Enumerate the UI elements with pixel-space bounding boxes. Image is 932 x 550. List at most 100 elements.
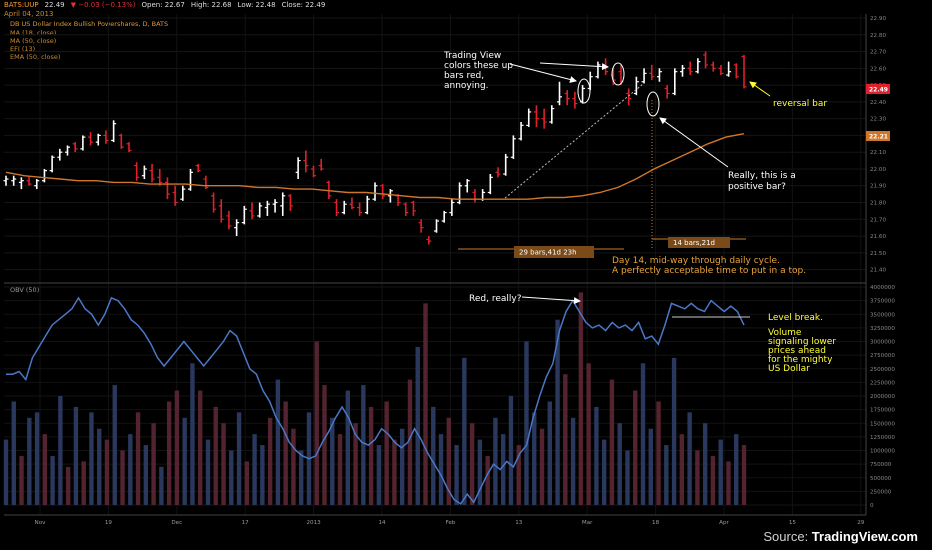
note-red-really: Red, really? <box>469 294 522 304</box>
volume-bar <box>578 292 584 505</box>
volume-bar <box>446 417 451 505</box>
volume-bar <box>617 423 622 505</box>
volume-bar <box>586 363 591 505</box>
volume-tick-label: 1500000 <box>870 421 895 427</box>
marker-ellipse-1 <box>577 78 591 104</box>
volume-bar <box>198 390 203 505</box>
volume-bar <box>718 439 723 505</box>
volume-bar <box>182 417 187 505</box>
volume-bar <box>291 428 296 505</box>
time-tick-label: 14 <box>378 520 386 526</box>
volume-tick-label: 4000000 <box>870 285 895 291</box>
source-credit[interactable]: Source: TradingView.com <box>763 529 918 544</box>
volume-bar <box>65 466 71 505</box>
volume-bar <box>143 445 149 505</box>
volume-bar <box>516 445 521 505</box>
volume-bar <box>687 412 692 505</box>
volume-bar <box>322 385 327 505</box>
time-tick-label: Dec <box>171 520 182 526</box>
volume-bar <box>679 434 685 505</box>
volume-bar <box>726 461 731 505</box>
volume-tick-label: 2250000 <box>870 380 895 386</box>
volume-bar <box>500 434 506 505</box>
note-up-bars-red: Trading View colors these up bars red, a… <box>443 51 516 91</box>
time-tick-label: 29 <box>857 520 865 526</box>
note-positive-bar: Really, this is a positive bar? <box>728 171 799 192</box>
price-tick-label: 22.10 <box>870 150 886 156</box>
volume-bar <box>734 434 739 505</box>
volume-bar <box>431 406 436 505</box>
volume-bar <box>368 406 374 505</box>
volume-bar <box>469 423 475 505</box>
volume-bar <box>190 363 195 505</box>
symbol-label: BATS:UUP <box>4 1 39 9</box>
volume-bar <box>213 406 218 505</box>
volume-bar <box>555 319 560 505</box>
volume-bar <box>361 385 366 505</box>
time-tick-label: Nov <box>35 520 47 526</box>
volume-bar <box>695 450 700 505</box>
note-volume-l3: prices ahead <box>768 346 826 356</box>
note-positive-bar-l2: positive bar? <box>728 182 786 192</box>
time-tick-label: 18 <box>652 520 660 526</box>
volume-bar <box>423 303 428 505</box>
close-value: Close: 22.49 <box>281 1 326 9</box>
note-volume: Volume signaling lower prices ahead for … <box>768 328 839 374</box>
volume-bar <box>376 445 382 505</box>
volume-bar <box>73 406 79 505</box>
volume-bar <box>166 401 172 505</box>
volume-bar <box>671 357 677 505</box>
volume-bar <box>112 385 117 505</box>
volume-bar <box>135 412 141 505</box>
time-tick-label: 15 <box>789 520 797 526</box>
axes <box>4 14 867 516</box>
volume-bar <box>337 434 343 505</box>
volume-tick-label: 750000 <box>870 462 892 468</box>
volume-bars <box>3 292 747 505</box>
price-tick-label: 22.80 <box>870 33 886 39</box>
measure-text-1: 29 bars,41d 23h <box>519 249 577 257</box>
volume-bar <box>392 439 397 505</box>
grid <box>4 14 866 515</box>
date-label: April 04, 2013 <box>4 10 54 18</box>
volume-bar <box>640 363 646 505</box>
volume-bar <box>493 417 498 505</box>
arrow-up-bars-1 <box>509 63 577 83</box>
time-tick-label: Mar <box>582 520 593 526</box>
volume-bar <box>252 434 257 505</box>
volume-bar <box>275 379 281 505</box>
price-tick-label: 22.70 <box>870 50 886 56</box>
volume-tick-label: 1250000 <box>870 435 895 441</box>
volume-bar <box>532 412 537 505</box>
volume-bar <box>11 401 16 505</box>
note-cycle-l2: A perfectly acceptable time to put in a … <box>612 266 806 276</box>
volume-bar <box>477 439 483 505</box>
price-tick-label: 22.60 <box>870 66 886 72</box>
price-tick-label: 22.90 <box>870 16 886 22</box>
price-bars <box>3 51 747 245</box>
volume-bar <box>260 445 265 505</box>
note-volume-l5: US Dollar <box>768 364 810 374</box>
note-volume-l4: for the mighty <box>768 355 833 365</box>
trendline <box>504 83 644 199</box>
volume-bar <box>702 423 708 505</box>
note-up-bars-red-l2: colors these up <box>444 61 513 71</box>
volume-axis-labels: 4000000 3750000 3500000 3250000 3000000 27500… <box>870 285 895 509</box>
note-positive-bar-l1: Really, this is a <box>728 171 796 181</box>
volume-bar <box>151 423 156 505</box>
note-volume-l2: signaling lower <box>768 337 836 347</box>
note-level-break: Level break. <box>768 313 823 323</box>
legend-ma2: MA (50, close) <box>10 37 57 45</box>
low-value: Low: 22.48 <box>237 1 276 9</box>
volume-bar <box>462 357 467 505</box>
ma-price-tag-text: 22.21 <box>869 134 888 141</box>
high-value: High: 22.68 <box>190 1 232 9</box>
last-price-tag-text: 22.49 <box>869 87 888 94</box>
note-cycle-l1: Day 14, mid-way through daily cycle. <box>612 256 780 266</box>
volume-bar <box>485 455 490 505</box>
volume-bar <box>34 412 40 505</box>
arrow-up-bars-2 <box>539 62 609 71</box>
volume-bar <box>229 450 234 505</box>
ma50-line <box>5 133 745 200</box>
